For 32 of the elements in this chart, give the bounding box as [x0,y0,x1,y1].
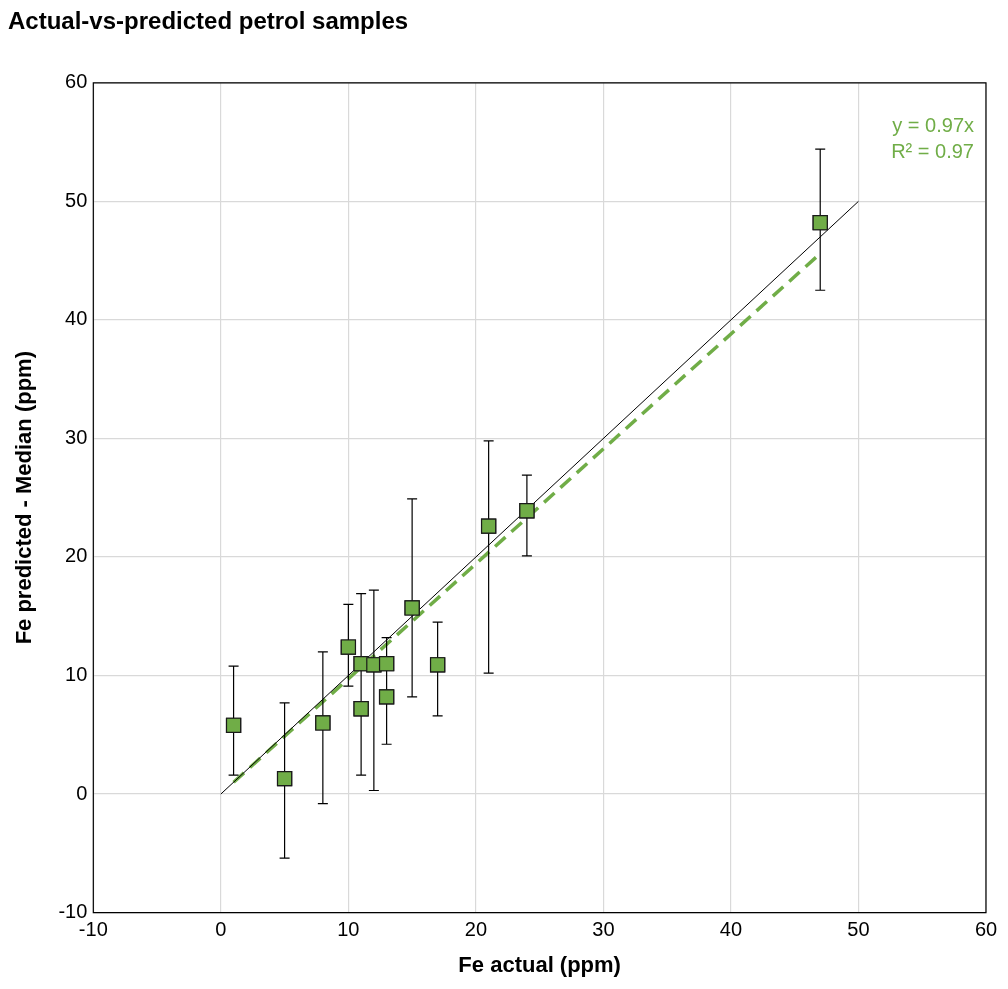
point [378,655,395,672]
x-tick-label: 60 [974,918,998,941]
y-tick-label: 0 [76,781,88,804]
point [340,639,357,655]
x-tick-label: 50 [847,918,870,941]
x-tick-label: 40 [719,918,743,941]
point [276,770,293,787]
x-tick-label: 30 [592,918,615,941]
point [404,600,420,616]
point [519,503,535,519]
x-tick-label: 10 [337,918,360,941]
y-tick-label: 30 [65,425,88,448]
point [378,689,395,705]
x-tick-label: 20 [464,918,488,941]
y-tick-label: 60 [65,70,88,93]
y-tick-label: 10 [65,663,88,686]
annotation: y = 0.97x [892,114,974,137]
annotation: R² = 0.97 [891,140,974,163]
y-tick-label: -10 [58,900,88,923]
point [812,215,828,231]
y-tick-label: 20 [65,544,88,567]
point [225,717,242,733]
x-tick-label: 0 [215,918,227,941]
point [429,657,446,673]
x-axis-title: Fe actual (ppm) [458,951,621,977]
point [480,518,497,534]
y-axis-title: Fe predicted - Median (ppm) [11,351,37,645]
point [353,701,369,717]
chart-title: Actual-vs-predicted petrol samples [8,7,409,35]
point [315,715,331,731]
y-tick-label: 50 [65,188,88,211]
y-tick-label: 40 [65,307,88,330]
